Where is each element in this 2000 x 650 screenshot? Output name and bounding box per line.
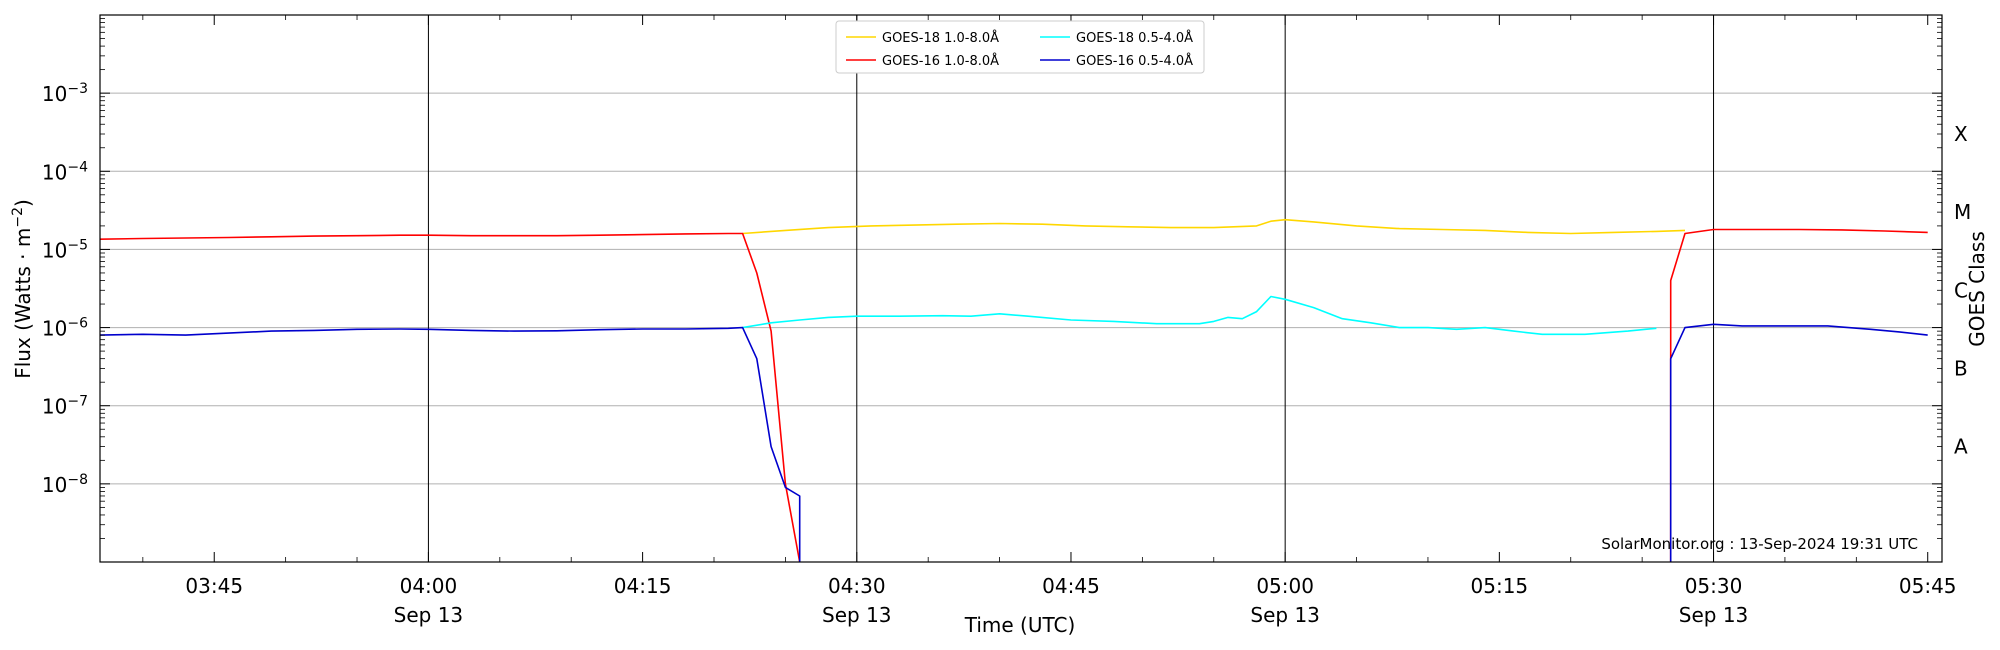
legend: GOES-18 1.0-8.0Å GOES-18 0.5-4.0Å GOES-16 …: [835, 20, 1205, 74]
legend-label: GOES-18 0.5-4.0Å: [1076, 30, 1193, 46]
axis-layer: 10−3 10−4 10−5 10−6 10−7 10−8 03:45 04:00 Sep 13…: [42, 14, 1971, 627]
grid-layer: [100, 15, 1942, 562]
legend-label: GOES-16 1.0-8.0Å: [882, 53, 999, 69]
x-tick-date-label: Sep 13: [1679, 603, 1749, 627]
series-line: [99, 323, 1928, 562]
goes-class-label: M: [1954, 200, 1971, 224]
goes-class-label: B: [1954, 356, 1968, 380]
y-tick-label: 10−5: [42, 237, 88, 262]
y-axis-title: Flux (Watts · m−2): [10, 199, 35, 379]
x-tick-label: 04:45: [1042, 574, 1100, 598]
x-tick-label: 04:30: [828, 574, 886, 598]
x-tick-label: 04:00: [400, 574, 458, 598]
legend-box: [835, 20, 1205, 74]
y-tick-label: 10−3: [42, 81, 88, 106]
x-tick-date-label: Sep 13: [394, 603, 464, 627]
series-line: [99, 228, 1928, 563]
legend-label: GOES-16 0.5-4.0Å: [1076, 53, 1193, 69]
y-tick-label: 10−6: [42, 316, 88, 341]
goes-class-label: X: [1954, 122, 1968, 146]
legend-label: GOES-18 1.0-8.0Å: [882, 30, 999, 46]
x-tick-label: 05:45: [1899, 574, 1957, 598]
goes-class-label: C: [1954, 278, 1968, 302]
series-line: [742, 218, 1686, 235]
x-tick-label: 05:00: [1256, 574, 1314, 598]
goes-class-label: A: [1954, 435, 1968, 459]
y-tick-label: 10−7: [42, 394, 88, 419]
goes-class-axis-title: GOES Class: [1965, 231, 1989, 347]
credit-text: SolarMonitor.org : 13-Sep-2024 19:31 UTC: [1601, 535, 1918, 553]
x-tick-label: 04:15: [614, 574, 672, 598]
series-layer: [99, 218, 1928, 563]
series-line: [742, 295, 1657, 336]
x-tick-label: 05:15: [1471, 574, 1529, 598]
x-tick-date-label: Sep 13: [1250, 603, 1320, 627]
x-tick-label: 03:45: [185, 574, 243, 598]
x-tick-date-label: Sep 13: [822, 603, 892, 627]
x-tick-label: 05:30: [1685, 574, 1743, 598]
x-axis-title: Time (UTC): [964, 613, 1076, 637]
y-tick-label: 10−4: [42, 159, 88, 184]
plot-frame: [99, 14, 1943, 563]
y-tick-label: 10−8: [42, 472, 88, 497]
